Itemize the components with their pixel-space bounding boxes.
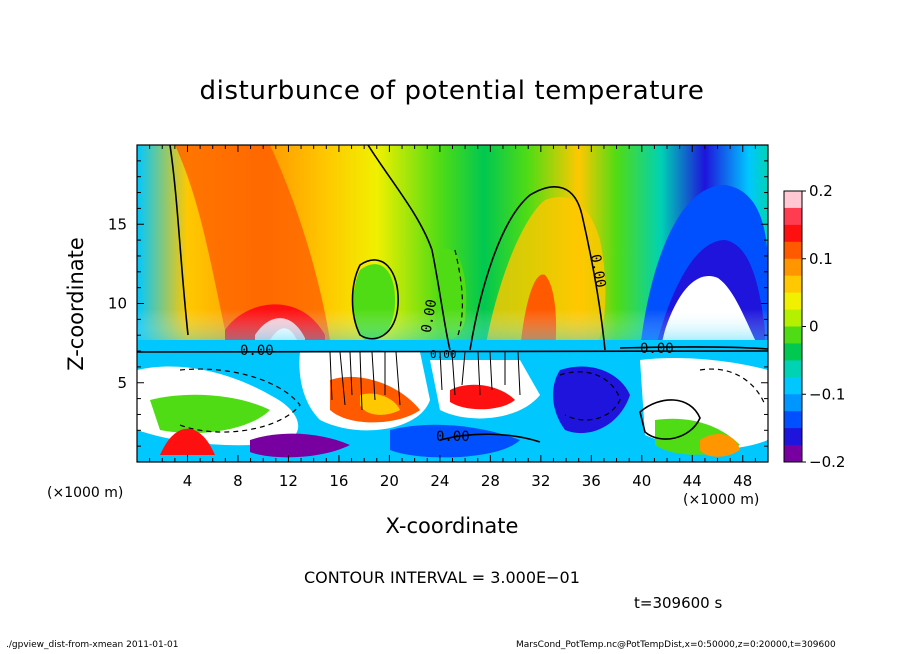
x-tick-label: 16 xyxy=(329,472,348,490)
contour-label: 0.00 xyxy=(419,298,441,334)
contour-lines xyxy=(137,145,768,443)
colorbar-swatch xyxy=(784,258,802,277)
colorbar-swatch xyxy=(784,428,802,446)
y-tick-label: 5 xyxy=(117,374,127,392)
x-tick-label: 28 xyxy=(481,472,500,490)
colorbar-tick-label: −0.1 xyxy=(809,385,845,403)
colorbar-swatch xyxy=(784,241,802,260)
contour-label: 0.00 xyxy=(430,348,457,361)
contour-label: 0.00 xyxy=(640,341,674,357)
colorbar-swatch xyxy=(784,377,802,395)
y-tick-label: 15 xyxy=(108,215,127,233)
colorbar-swatch xyxy=(784,394,802,412)
contour-label: 0.00 xyxy=(436,429,470,445)
time-label: t=309600 s xyxy=(634,594,723,612)
x-tick-label: 20 xyxy=(380,472,399,490)
colorbar-swatch xyxy=(784,445,802,463)
x-axis: 4 8 12 16 20 24 28 32 36 40 44 48 xyxy=(149,145,756,490)
colorbar-swatch xyxy=(784,326,802,344)
x-tick-label: 8 xyxy=(233,472,243,490)
colorbar-swatch xyxy=(784,224,802,243)
contour-label: 0.00 xyxy=(587,253,609,289)
x-tick-label: 32 xyxy=(531,472,550,490)
x-tick-label: 40 xyxy=(632,472,651,490)
y-axis-label: Z-coordinate xyxy=(64,237,88,371)
colorbar-swatch xyxy=(784,343,802,361)
colorbar-tick-label: 0 xyxy=(809,318,819,336)
colorbar-tick-label: 0.2 xyxy=(809,182,833,200)
x-unit-label-right: (×1000 m) xyxy=(683,492,760,508)
x-tick-label: 36 xyxy=(582,472,601,490)
colorbar-swatch xyxy=(784,411,802,429)
colorbar-swatch xyxy=(784,191,802,209)
heatmap-field: 0.00 0.00 0.00 0.00 0.00 0.00 xyxy=(137,145,768,462)
y-tick-label: 10 xyxy=(108,295,127,313)
colorbar: 0.2 0.1 0 −0.1 −0.2 xyxy=(783,182,845,471)
chart-title: disturbunce of potential temperature xyxy=(199,76,705,106)
colorbar-tick-label: −0.2 xyxy=(809,453,845,471)
x-tick-label: 48 xyxy=(733,472,752,490)
contour-interval-text: CONTOUR INTERVAL = 3.000E−01 xyxy=(304,568,580,587)
footer-source: MarsCond_PotTemp.nc@PotTempDist,x=0:5000… xyxy=(516,640,836,650)
contour-label: 0.00 xyxy=(240,343,274,359)
y-axis: 5 10 15 xyxy=(108,160,768,447)
x-tick-label: 44 xyxy=(683,472,702,490)
x-tick-label: 24 xyxy=(430,472,449,490)
colorbar-swatch xyxy=(784,275,802,294)
x-unit-label-left: (×1000 m) xyxy=(47,485,124,501)
colorbar-swatch xyxy=(784,360,802,378)
x-tick-label: 4 xyxy=(183,472,193,490)
x-axis-label: X-coordinate xyxy=(385,514,519,538)
colorbar-swatch xyxy=(784,292,802,311)
footer-command: ./gpview_dist-from-xmean 2011-01-01 xyxy=(6,640,179,650)
colorbar-swatch xyxy=(784,309,802,327)
colorbar-tick-label: 0.1 xyxy=(809,250,833,268)
x-tick-label: 12 xyxy=(279,472,298,490)
colorbar-swatch xyxy=(784,207,802,226)
